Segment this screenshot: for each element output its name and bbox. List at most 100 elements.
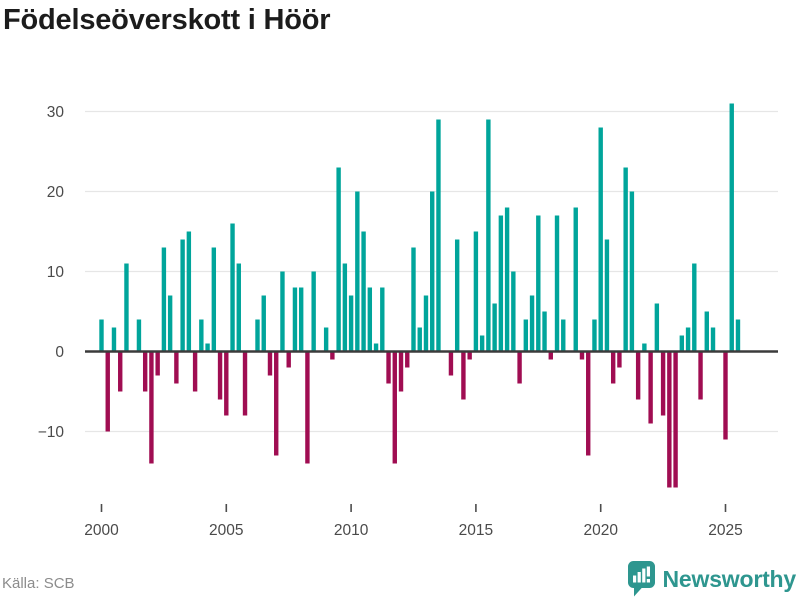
- bar-positive: [710, 327, 716, 352]
- bar-positive: [692, 263, 697, 352]
- bar-positive: [486, 119, 491, 352]
- source-attribution: Källa: SCB: [2, 575, 75, 592]
- bar-positive: [417, 327, 422, 352]
- bar-negative: [610, 351, 616, 384]
- bar-positive: [473, 231, 479, 352]
- x-axis-tick-label: 2000: [84, 522, 119, 539]
- bar-positive: [529, 295, 535, 352]
- bar-positive: [623, 167, 628, 352]
- bar-positive: [479, 335, 485, 352]
- bar-positive: [598, 127, 603, 352]
- bar-negative: [448, 351, 454, 376]
- bar-positive: [542, 311, 547, 352]
- bar-positive: [411, 247, 416, 352]
- bar-positive: [367, 287, 373, 352]
- bar-negative: [330, 351, 335, 360]
- bar-positive: [492, 303, 497, 352]
- bar-positive: [679, 335, 685, 352]
- bar-negative: [149, 351, 154, 464]
- bar-positive: [373, 343, 379, 352]
- y-axis-tick-label: 30: [47, 104, 65, 121]
- bar-negative: [386, 351, 391, 384]
- bar-positive: [498, 215, 504, 352]
- bar-positive: [230, 223, 235, 352]
- bar-negative: [579, 351, 585, 360]
- bar-negative: [105, 351, 110, 432]
- bar-positive: [280, 271, 285, 352]
- bar-negative: [305, 351, 310, 464]
- bar-positive: [523, 319, 529, 352]
- bar-positive: [205, 343, 210, 352]
- bar-positive: [261, 295, 266, 352]
- bar-negative: [405, 351, 410, 368]
- bar-negative: [155, 351, 160, 376]
- bar-positive: [136, 319, 142, 352]
- bar-positive: [604, 239, 610, 352]
- bar-positive: [348, 295, 354, 352]
- bar-positive: [454, 239, 460, 352]
- bar-positive: [642, 343, 647, 352]
- bar-positive: [554, 215, 560, 352]
- bar-positive: [167, 295, 173, 352]
- bar-positive: [186, 231, 192, 352]
- bar-positive: [199, 319, 204, 352]
- bar-negative: [274, 351, 279, 456]
- bar-negative: [118, 351, 123, 392]
- bar-positive: [536, 215, 541, 352]
- bar-positive: [380, 287, 385, 352]
- bar-positive: [180, 239, 185, 352]
- bar-positive: [573, 207, 578, 352]
- bar-negative: [217, 351, 223, 400]
- bar-positive: [430, 191, 435, 352]
- bar-negative: [698, 351, 703, 400]
- bar-negative: [635, 351, 641, 400]
- bar-positive: [292, 287, 298, 352]
- bar-negative: [192, 351, 198, 392]
- bar-positive: [323, 327, 329, 352]
- x-axis-tick-label: 2015: [459, 522, 493, 539]
- newsworthy-logo-link[interactable]: Newsworthy: [627, 560, 796, 598]
- y-axis-tick-label: 0: [55, 344, 64, 361]
- bar-negative: [242, 351, 248, 416]
- bar-negative: [267, 351, 273, 376]
- bar-negative: [286, 351, 291, 368]
- bar-positive: [361, 231, 366, 352]
- x-axis-tick-label: 2010: [334, 522, 369, 539]
- bar-negative: [667, 351, 672, 488]
- bar-positive: [735, 319, 741, 352]
- y-axis-tick-label: 10: [47, 264, 65, 281]
- y-axis-tick-label: 20: [47, 184, 65, 201]
- bar-positive: [161, 247, 167, 352]
- bar-negative: [548, 351, 553, 360]
- bar-positive: [704, 311, 709, 352]
- bar-positive: [436, 119, 441, 352]
- bar-positive: [504, 207, 510, 352]
- newsworthy-bubble-icon: [627, 561, 655, 597]
- x-axis-tick-label: 2005: [209, 522, 243, 539]
- bar-positive: [342, 263, 348, 352]
- bar-negative: [673, 351, 678, 488]
- y-axis-tick-label: −10: [38, 424, 65, 441]
- bar-positive: [336, 167, 341, 352]
- bar-positive: [211, 247, 217, 352]
- bar-negative: [461, 351, 466, 400]
- bar-positive: [561, 319, 566, 352]
- bar-positive: [99, 319, 104, 352]
- bar-positive: [729, 103, 734, 352]
- bar-negative: [617, 351, 622, 368]
- bar-negative: [467, 351, 472, 360]
- bar-positive: [592, 319, 597, 352]
- bar-positive: [511, 271, 516, 352]
- bar-negative: [174, 351, 179, 384]
- bar-positive: [298, 287, 304, 352]
- bar-negative: [586, 351, 591, 456]
- bar-positive: [236, 263, 241, 352]
- bar-negative: [648, 351, 653, 424]
- page-title: Födelseöverskott i Höör: [3, 4, 331, 36]
- bar-positive: [629, 191, 635, 352]
- bar-positive: [124, 263, 129, 352]
- bar-negative: [392, 351, 397, 464]
- bar-negative: [723, 351, 728, 440]
